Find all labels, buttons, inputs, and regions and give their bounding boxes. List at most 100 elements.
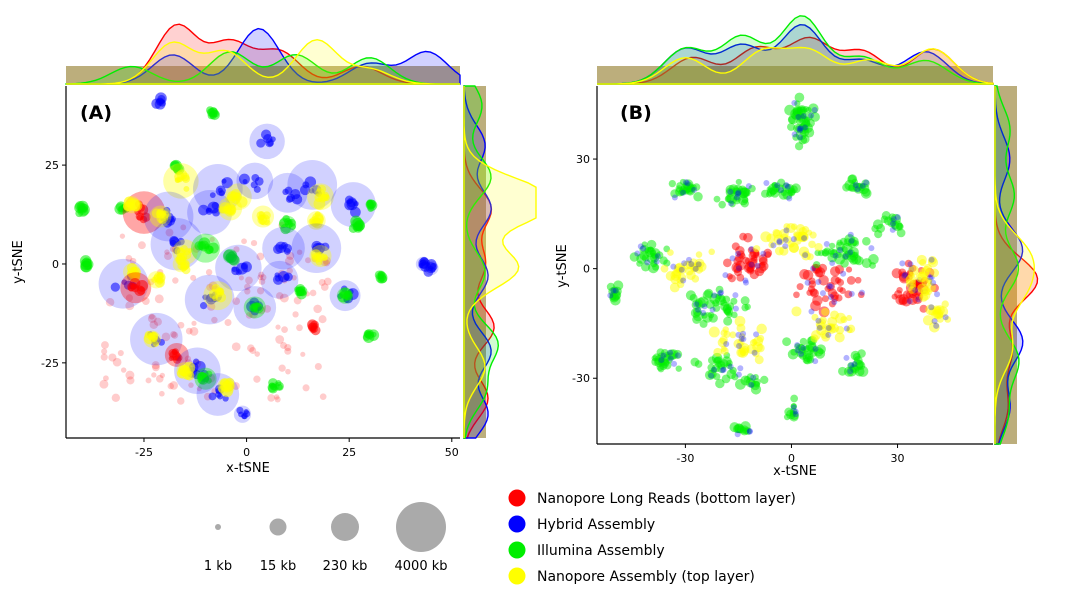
scatter-point xyxy=(313,304,322,314)
scatter-point xyxy=(667,355,674,362)
scatter-point xyxy=(282,188,289,196)
scatter-point xyxy=(754,262,761,269)
scatter-point xyxy=(722,258,732,268)
scatter-point xyxy=(735,260,746,271)
scatter-point xyxy=(236,196,248,208)
scatter-point xyxy=(318,278,326,286)
scatter-point xyxy=(209,109,220,121)
scatter-point xyxy=(418,263,424,269)
scatter-point xyxy=(641,262,651,272)
marginal-y-density xyxy=(463,86,537,439)
scatter-point xyxy=(826,281,836,291)
scatter-point xyxy=(671,194,678,201)
scatter-point xyxy=(179,264,187,272)
scatter-point xyxy=(847,238,857,248)
scatter-point xyxy=(185,327,193,335)
marginal-x-density xyxy=(66,38,460,85)
scatter-point xyxy=(641,254,650,262)
scatter-point xyxy=(650,249,657,256)
scatter-point xyxy=(748,261,755,268)
scatter-point xyxy=(776,239,783,246)
scatter-point xyxy=(802,124,809,131)
scatter-point xyxy=(344,294,351,301)
scatter-point xyxy=(296,290,302,297)
scatter-point xyxy=(797,106,806,116)
scatter-point xyxy=(733,193,742,202)
scatter-point xyxy=(861,179,870,188)
scatter-point xyxy=(609,292,620,303)
scatter-point xyxy=(928,304,935,311)
scatter-point xyxy=(790,394,799,403)
legend-label: Nanopore Assembly (top layer) xyxy=(537,569,755,585)
scatter-point xyxy=(815,279,822,286)
scatter-point xyxy=(284,256,294,266)
scatter-point xyxy=(84,260,90,267)
scatter-point xyxy=(711,292,718,299)
scatter-point xyxy=(191,320,197,326)
scatter-point xyxy=(815,317,822,324)
scatter-point xyxy=(648,262,659,274)
scatter-point xyxy=(676,280,685,289)
scatter-point xyxy=(125,301,135,311)
scatter-point xyxy=(247,344,255,352)
scatter-point xyxy=(746,428,753,435)
scatter-point xyxy=(184,355,192,362)
scatter-point xyxy=(285,368,291,375)
scatter-point xyxy=(311,252,322,263)
scatter-point xyxy=(225,377,235,387)
panel-a-right-marginal-density xyxy=(463,85,537,439)
scatter-point xyxy=(715,285,724,294)
scatter-point xyxy=(284,347,292,355)
scatter-point xyxy=(901,272,908,279)
scatter-point xyxy=(227,207,235,215)
scatter-point xyxy=(713,195,721,203)
scatter-point xyxy=(267,394,275,402)
scatter-point xyxy=(722,326,729,333)
scatter-point xyxy=(740,335,747,342)
scatter-point xyxy=(941,300,949,308)
scatter-point xyxy=(168,355,175,362)
legend-swatch xyxy=(508,515,526,533)
scatter-point xyxy=(802,351,814,362)
scatter-point xyxy=(251,303,258,310)
scatter-point xyxy=(740,330,747,337)
scatter-point xyxy=(129,257,137,265)
scatter-point xyxy=(285,195,294,203)
scatter-point xyxy=(110,282,120,292)
scatter-point xyxy=(790,403,797,410)
scatter-point xyxy=(797,134,804,141)
scatter-point xyxy=(800,344,807,351)
scatter-point xyxy=(693,301,700,308)
scatter-point xyxy=(192,358,200,365)
size-legend: 1 kb 15 kb 230 kb 4000 kb xyxy=(204,502,448,574)
scatter-point xyxy=(766,186,774,193)
scatter-point xyxy=(251,173,260,182)
scatter-point xyxy=(127,266,140,279)
scatter-point xyxy=(859,182,866,189)
scatter-point xyxy=(932,305,942,315)
scatter-point xyxy=(313,197,326,210)
scatter-point xyxy=(868,245,875,252)
scatter-point xyxy=(174,177,181,183)
scatter-point xyxy=(835,294,843,302)
scatter-point xyxy=(813,261,821,269)
scatter-point xyxy=(713,347,723,357)
scatter-point xyxy=(708,372,715,379)
scatter-point xyxy=(640,245,647,252)
scatter-point xyxy=(800,113,807,120)
panel-b-right-marginal-density xyxy=(994,85,1039,445)
scatter-point xyxy=(205,207,213,215)
scatter-point xyxy=(750,374,757,381)
legend-swatch xyxy=(508,541,526,559)
scatter-point xyxy=(736,323,746,333)
scatter-point xyxy=(752,245,761,253)
scatter-point xyxy=(799,337,808,346)
marginal-y-density xyxy=(463,85,500,439)
scatter-point xyxy=(164,249,170,255)
scatter-point xyxy=(233,246,240,253)
scatter-point xyxy=(876,223,886,233)
scatter-point xyxy=(222,206,229,213)
scatter-point xyxy=(309,289,317,297)
scatter-point xyxy=(111,393,121,402)
scatter-point xyxy=(794,347,801,354)
